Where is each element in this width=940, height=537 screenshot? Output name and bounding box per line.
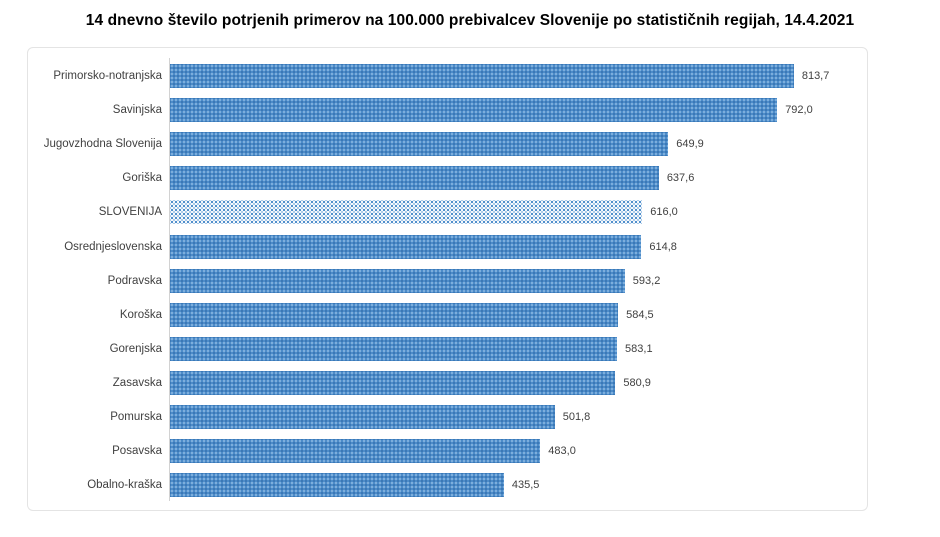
value-label: 637,6 bbox=[666, 172, 695, 185]
bar-track: 501,8 bbox=[170, 404, 860, 429]
bar bbox=[170, 439, 541, 464]
category-axis-line bbox=[169, 58, 170, 501]
bar bbox=[170, 404, 555, 429]
bar bbox=[170, 64, 794, 89]
bar-track: 813,7 bbox=[170, 64, 860, 89]
value-label: 584,5 bbox=[626, 308, 654, 321]
value-label: 483,0 bbox=[548, 445, 576, 458]
bar bbox=[170, 336, 618, 361]
category-label: Zasavska bbox=[112, 376, 162, 389]
value-label: 649,9 bbox=[676, 138, 704, 151]
bar bbox=[170, 234, 642, 259]
value-label: 593,2 bbox=[632, 274, 661, 287]
bar-track: 584,5 bbox=[170, 302, 860, 327]
category-label: Koroška bbox=[119, 308, 162, 321]
category-label: Podravska bbox=[107, 274, 162, 287]
bar-track: 792,0 bbox=[170, 98, 860, 123]
bar-track: 637,6 bbox=[170, 166, 860, 191]
bar bbox=[170, 166, 659, 191]
bar bbox=[170, 302, 619, 327]
bar-row: Podravska 593,2 bbox=[28, 264, 861, 298]
category-label: Primorsko-notranjska bbox=[53, 70, 162, 83]
bar-row: Obalno-kraška 435,5 bbox=[28, 468, 861, 502]
value-label: 616,0 bbox=[650, 206, 678, 219]
bar bbox=[170, 370, 616, 395]
bar-row: SLOVENIJA 616,0 bbox=[28, 195, 861, 229]
bar bbox=[170, 473, 504, 498]
value-label: 614,8 bbox=[649, 240, 677, 253]
bar-track: 616,0 bbox=[170, 200, 860, 225]
bar-row: Posavska 483,0 bbox=[28, 434, 861, 468]
bar bbox=[170, 268, 625, 293]
bar-track: 649,9 bbox=[170, 132, 860, 157]
value-label: 435,5 bbox=[511, 479, 540, 492]
value-label: 813,7 bbox=[801, 70, 830, 83]
bar-row: Goriška 637,6 bbox=[28, 161, 861, 195]
bar-rows: Primorsko-notranjska 813,7 Savinjska 792… bbox=[28, 59, 861, 502]
bar-row: Pomurska 501,8 bbox=[28, 400, 861, 434]
value-label: 792,0 bbox=[785, 104, 813, 117]
chart-title: 14 dnevno število potrjenih primerov na … bbox=[85, 12, 855, 29]
bar-track: 583,1 bbox=[170, 336, 860, 361]
bar-track: 483,0 bbox=[170, 439, 860, 464]
bar bbox=[170, 98, 778, 123]
category-label: Goriška bbox=[122, 172, 162, 185]
category-label: Osrednjeslovenska bbox=[64, 240, 162, 253]
value-label: 501,8 bbox=[562, 410, 591, 423]
bar bbox=[170, 132, 669, 157]
category-label: Obalno-kraška bbox=[87, 479, 162, 492]
bar-row: Koroška 584,5 bbox=[28, 298, 861, 332]
category-label: Gorenjska bbox=[109, 342, 162, 355]
bar-row: Zasavska 580,9 bbox=[28, 366, 861, 400]
bar-row: Osrednjeslovenska 614,8 bbox=[28, 229, 861, 263]
bar-track: 580,9 bbox=[170, 370, 860, 395]
category-label: Jugovzhodna Slovenija bbox=[43, 138, 162, 151]
chart-frame: Primorsko-notranjska 813,7 Savinjska 792… bbox=[27, 47, 868, 511]
bar-track: 614,8 bbox=[170, 234, 860, 259]
bar-row: Gorenjska 583,1 bbox=[28, 332, 861, 366]
bar-row: Savinjska 792,0 bbox=[28, 93, 861, 127]
bar-track: 593,2 bbox=[170, 268, 860, 293]
bar-track: 435,5 bbox=[170, 473, 860, 498]
category-label: Posavska bbox=[112, 445, 162, 458]
value-label: 580,9 bbox=[623, 376, 651, 389]
bar-row: Jugovzhodna Slovenija 649,9 bbox=[28, 127, 861, 161]
bar-row: Primorsko-notranjska 813,7 bbox=[28, 59, 861, 93]
category-label: Savinjska bbox=[112, 104, 162, 117]
category-label: SLOVENIJA bbox=[98, 206, 162, 219]
category-label: Pomurska bbox=[110, 410, 162, 423]
bar bbox=[170, 200, 643, 225]
value-label: 583,1 bbox=[625, 342, 653, 355]
